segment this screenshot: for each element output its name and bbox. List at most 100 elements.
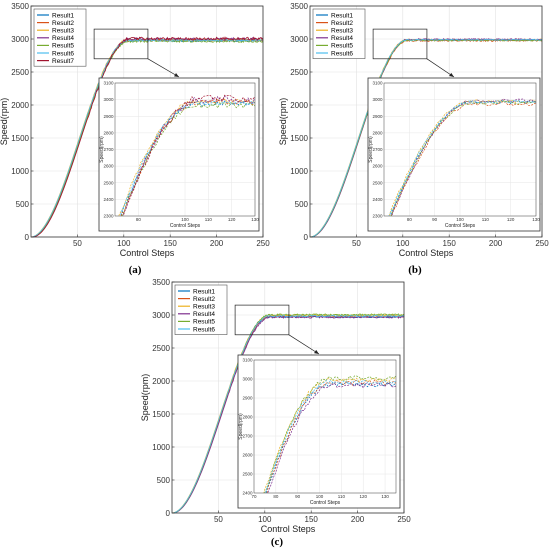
inset-x-tick-label: 90 bbox=[295, 494, 301, 499]
legend-label: Result4 bbox=[193, 311, 215, 318]
axes-frame bbox=[171, 281, 405, 514]
legend-label: Result1 bbox=[193, 288, 215, 295]
inset-series-line-result5 bbox=[121, 102, 255, 216]
x-tick-label: 50 bbox=[214, 515, 223, 524]
inset-series-line-result4 bbox=[267, 382, 396, 493]
axes-frame bbox=[30, 5, 264, 238]
y-tick-label: 1500 bbox=[152, 410, 170, 419]
inset-y-tick-label: 2800 bbox=[103, 130, 114, 135]
x-tick-label: 150 bbox=[305, 515, 319, 524]
zoom-arrow-head bbox=[314, 349, 319, 354]
x-tick-label: 100 bbox=[258, 515, 272, 524]
inset-y-tick-label: 2300 bbox=[372, 214, 383, 219]
inset-y-tick-label: 2900 bbox=[242, 396, 253, 401]
inset-series-line-result6 bbox=[388, 99, 536, 216]
legend-label: Result4 bbox=[331, 35, 353, 42]
inset-y-tick-label: 3000 bbox=[372, 97, 383, 102]
inset-series-line-result2 bbox=[120, 98, 255, 216]
y-tick-label: 1500 bbox=[290, 134, 308, 143]
y-tick-label: 3000 bbox=[290, 35, 308, 44]
inset-y-axis-title: Speed(rpm) bbox=[99, 136, 105, 163]
inset-series-line-result2 bbox=[390, 101, 536, 216]
inset-series-line-result5 bbox=[390, 100, 536, 216]
inset-y-tick-label: 2800 bbox=[372, 130, 383, 135]
inset-y-tick-label: 2500 bbox=[103, 180, 114, 185]
inset-series-line-result6 bbox=[264, 379, 396, 493]
x-tick-label: 250 bbox=[397, 515, 411, 524]
inset-x-tick-label: 130 bbox=[251, 217, 259, 222]
panel-label: (a) bbox=[129, 264, 142, 276]
inset-series-group bbox=[263, 375, 396, 493]
y-axis-title: Speed(rpm) bbox=[278, 98, 288, 146]
inset-y-tick-label: 2700 bbox=[242, 434, 253, 439]
inset-y-tick-label: 2500 bbox=[242, 472, 253, 477]
legend-label: Result2 bbox=[331, 20, 353, 27]
legend-label: Result2 bbox=[52, 20, 74, 27]
inset-y-tick-label: 3100 bbox=[103, 81, 114, 86]
inset-y-tick-label: 2600 bbox=[242, 453, 253, 458]
x-tick-label: 200 bbox=[351, 515, 365, 524]
y-tick-label: 2500 bbox=[11, 68, 29, 77]
axes-frame bbox=[309, 5, 543, 238]
inset-x-tick-label: 80 bbox=[136, 217, 142, 222]
inset-axes-frame bbox=[383, 82, 537, 217]
x-tick-label: 50 bbox=[73, 239, 82, 248]
y-tick-label: 3500 bbox=[290, 2, 308, 11]
legend-label: Result6 bbox=[193, 326, 215, 333]
inset-y-tick-label: 2900 bbox=[372, 114, 383, 119]
y-axis-title: Speed(rpm) bbox=[0, 98, 9, 146]
y-tick-label: 2500 bbox=[290, 68, 308, 77]
inset-series-group bbox=[118, 94, 255, 216]
inset-series-line-result7 bbox=[123, 94, 255, 216]
inset-y-tick-label: 2700 bbox=[372, 147, 383, 152]
zoom-arrow-head bbox=[449, 72, 454, 77]
inset-series-line-result3 bbox=[388, 99, 536, 216]
inset-y-tick-label: 2400 bbox=[372, 197, 383, 202]
legend-label: Result7 bbox=[52, 58, 74, 65]
y-tick-label: 1000 bbox=[11, 167, 29, 176]
x-tick-label: 100 bbox=[396, 239, 410, 248]
inset-y-tick-label: 2500 bbox=[372, 180, 383, 185]
inset-y-tick-label: 3100 bbox=[372, 81, 383, 86]
legend-label: Result3 bbox=[193, 304, 215, 311]
x-tick-label: 100 bbox=[117, 239, 131, 248]
x-axis-title: Control Steps bbox=[261, 524, 316, 534]
inset-series-line-result3 bbox=[118, 98, 255, 216]
x-tick-label: 250 bbox=[535, 239, 549, 248]
series-line-result7 bbox=[31, 36, 264, 238]
inset-y-tick-label: 2400 bbox=[103, 197, 114, 202]
y-tick-label: 1000 bbox=[152, 443, 170, 452]
zoom-arrow-line bbox=[147, 58, 180, 78]
inset-x-tick-label: 130 bbox=[381, 494, 389, 499]
y-tick-label: 2000 bbox=[11, 101, 29, 110]
zoom-arrow-head bbox=[174, 72, 179, 77]
legend-label: Result1 bbox=[52, 12, 74, 19]
legend-label: Result1 bbox=[331, 12, 353, 19]
inset-x-tick-label: 110 bbox=[205, 217, 213, 222]
inset-y-tick-label: 2800 bbox=[242, 415, 253, 420]
series-line-result5 bbox=[30, 39, 264, 238]
y-tick-label: 1500 bbox=[11, 134, 29, 143]
y-tick-label: 3000 bbox=[11, 35, 29, 44]
x-tick-label: 150 bbox=[443, 239, 457, 248]
y-tick-label: 3000 bbox=[152, 311, 170, 320]
zoom-region-box bbox=[234, 304, 290, 336]
y-tick-label: 3500 bbox=[152, 278, 170, 287]
y-tick-label: 2000 bbox=[152, 377, 170, 386]
inset-frame bbox=[237, 354, 401, 509]
legend-label: Result3 bbox=[52, 28, 74, 35]
inset-series-line-result5 bbox=[264, 375, 396, 493]
y-tick-label: 0 bbox=[25, 233, 30, 242]
inset-y-tick-label: 3000 bbox=[242, 377, 253, 382]
inset-series-line-result6 bbox=[119, 100, 255, 216]
inset-x-tick-label: 110 bbox=[482, 217, 490, 222]
inset-x-tick-label: 80 bbox=[273, 494, 279, 499]
inset-y-tick-label: 2700 bbox=[103, 147, 114, 152]
x-tick-label: 200 bbox=[489, 239, 503, 248]
legend-label: Result4 bbox=[52, 35, 74, 42]
chart-panel-2: 50 100 150 200 25005001000150020002500300035… bbox=[278, 2, 549, 276]
series-line-result6 bbox=[309, 38, 543, 238]
y-tick-label: 500 bbox=[157, 476, 171, 485]
inset-y-tick-label: 2400 bbox=[242, 491, 253, 496]
